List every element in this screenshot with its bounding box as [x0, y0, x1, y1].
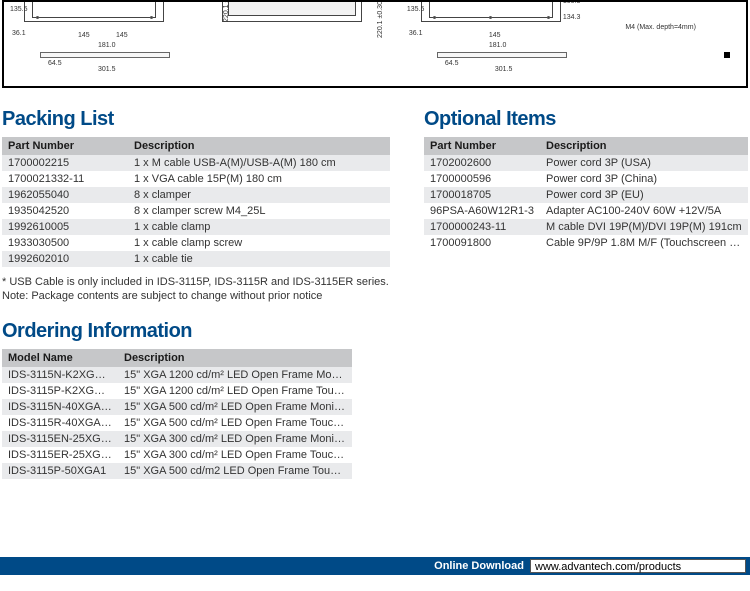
table-cell: 1 x cable clamp screw — [128, 235, 390, 251]
table-cell: 1992602010 — [2, 251, 128, 267]
table-cell: 1935042520 — [2, 203, 128, 219]
table-cell: 1933030500 — [2, 235, 128, 251]
table-cell: 15" XGA 300 cd/m² LED Open Frame Monitor — [118, 431, 352, 447]
table-cell: 1700091800 — [424, 235, 540, 251]
table-row: IDS-3115R-40XGA1E15" XGA 500 cd/m² LED O… — [2, 415, 352, 431]
table-cell: IDS-3115P-K2XGA1E — [2, 383, 118, 399]
table-header: Description — [118, 349, 352, 367]
dim-label: 134.3 — [563, 14, 581, 21]
table-row: 19926100051 x cable clamp — [2, 219, 390, 235]
packing-footnote: Note: Package contents are subject to ch… — [2, 289, 390, 303]
dim-label: 100.3 — [563, 0, 581, 5]
table-cell: 1 x M cable USB-A(M)/USB-A(M) 180 cm — [128, 155, 390, 171]
table-cell: 1700021332-11 — [2, 171, 128, 187]
table-row: 19330305001 x cable clamp screw — [2, 235, 390, 251]
table-row: IDS-3115P-K2XGA1E15" XGA 1200 cd/m² LED … — [2, 383, 352, 399]
dim-label: 181.0 — [98, 42, 116, 49]
table-cell: IDS-3115N-K2XGA1E — [2, 367, 118, 383]
table-cell: IDS-3115EN-25XGA1E — [2, 431, 118, 447]
table-cell: IDS-3115ER-25XGA1E — [2, 447, 118, 463]
footer-url[interactable]: www.advantech.com/products — [530, 559, 746, 573]
table-cell: 1962055040 — [2, 187, 128, 203]
table-cell: 15" XGA 1200 cd/m² LED Open Frame Monito… — [118, 367, 352, 383]
table-header: Model Name — [2, 349, 118, 367]
table-row: 96PSA-A60W12R1-3Adapter AC100-240V 60W +… — [424, 203, 748, 219]
table-cell: IDS-3115P-50XGA1 — [2, 463, 118, 479]
optional-table: Part Number Description 1702002600Power … — [424, 137, 748, 251]
dim-label: 36.1 — [12, 30, 26, 37]
pointer-icon — [724, 52, 730, 58]
table-cell: Power cord 3P (EU) — [540, 187, 748, 203]
dim-label: 301.5 — [98, 66, 116, 73]
table-cell: 1 x cable tie — [128, 251, 390, 267]
table-row: 17000022151 x M cable USB-A(M)/USB-A(M) … — [2, 155, 390, 171]
table-row: 1700000243-11M cable DVI 19P(M)/DVI 19P(… — [424, 219, 748, 235]
dim-label: 301.5 — [495, 66, 513, 73]
table-row: 1700091800Cable 9P/9P 1.8M M/F (Touchscr… — [424, 235, 748, 251]
table-cell: 1700000596 — [424, 171, 540, 187]
table-row: IDS-3115N-40XGA1E15" XGA 500 cd/m² LED O… — [2, 399, 352, 415]
table-cell: 15" XGA 500 cd/m² LED Open Frame Touch M… — [118, 415, 352, 431]
table-cell: M cable DVI 19P(M)/DVI 19P(M) 191cm — [540, 219, 748, 235]
ordering-title: Ordering Information — [2, 320, 390, 343]
dim-label: 135.5 — [407, 6, 425, 13]
table-cell: Power cord 3P (China) — [540, 171, 748, 187]
table-row: IDS-3115EN-25XGA1E15" XGA 300 cd/m² LED … — [2, 431, 352, 447]
dim-label: 145 — [489, 32, 501, 39]
dim-label: 135.5 — [10, 6, 28, 13]
packing-list-title: Packing List — [2, 108, 390, 131]
table-row: 1700021332-111 x VGA cable 15P(M) 180 cm — [2, 171, 390, 187]
table-row: IDS-3115N-K2XGA1E15" XGA 1200 cd/m² LED … — [2, 367, 352, 383]
table-row: 1700000596Power cord 3P (China) — [424, 171, 748, 187]
dim-label: 181.0 — [489, 42, 507, 49]
table-header: Part Number — [424, 137, 540, 155]
table-cell: 15" XGA 300 cd/m² LED Open Frame Touch M… — [118, 447, 352, 463]
table-row: 1700018705Power cord 3P (EU) — [424, 187, 748, 203]
table-cell: 1 x cable clamp — [128, 219, 390, 235]
table-cell: 8 x clamper — [128, 187, 390, 203]
table-row: 19926020101 x cable tie — [2, 251, 390, 267]
table-cell: 15" XGA 500 cd/m2 LED Open Frame Touch M… — [118, 463, 352, 479]
table-cell: IDS-3115R-40XGA1E — [2, 415, 118, 431]
table-cell: Adapter AC100-240V 60W +12V/5A — [540, 203, 748, 219]
table-cell: 96PSA-A60W12R1-3 — [424, 203, 540, 219]
table-row: IDS-3115P-50XGA115" XGA 500 cd/m2 LED Op… — [2, 463, 352, 479]
dim-note: M4 (Max. depth=4mm) — [625, 24, 696, 31]
dim-label: 220.1 ±0.30 — [377, 1, 384, 38]
table-header: Part Number — [2, 137, 128, 155]
table-header: Description — [540, 137, 748, 155]
dim-label: 36.1 — [409, 30, 423, 37]
dim-label: 145 — [116, 32, 128, 39]
footer-bar: Online Download www.advantech.com/produc… — [0, 557, 750, 575]
table-cell: 1992610005 — [2, 219, 128, 235]
table-cell: 1700018705 — [424, 187, 540, 203]
dim-label: 64.5 — [48, 60, 62, 67]
table-cell: 1 x VGA cable 15P(M) 180 cm — [128, 171, 390, 187]
dim-label: 145 — [78, 32, 90, 39]
packing-footnote: * USB Cable is only included in IDS-3115… — [2, 275, 390, 289]
table-cell: 1702002600 — [424, 155, 540, 171]
dim-label: 64.5 — [445, 60, 459, 67]
packing-list-table: Part Number Description 17000022151 x M … — [2, 137, 390, 267]
technical-drawing: 135.5 36.1 145 145 181.0 64.5 301.5 220.… — [2, 0, 748, 88]
table-header: Description — [128, 137, 390, 155]
table-cell: 15" XGA 1200 cd/m² LED Open Frame Touch … — [118, 383, 352, 399]
table-cell: IDS-3115N-40XGA1E — [2, 399, 118, 415]
dim-label: 220.1 ±0.30 — [223, 0, 230, 22]
optional-title: Optional Items — [424, 108, 748, 131]
table-cell: Cable 9P/9P 1.8M M/F (Touchscreen RS-232… — [540, 235, 748, 251]
table-row: 19350425208 x clamper screw M4_25L — [2, 203, 390, 219]
footer-label: Online Download — [434, 560, 524, 572]
table-cell: 8 x clamper screw M4_25L — [128, 203, 390, 219]
ordering-table: Model Name Description IDS-3115N-K2XGA1E… — [2, 349, 352, 479]
table-row: IDS-3115ER-25XGA1E15" XGA 300 cd/m² LED … — [2, 447, 352, 463]
table-cell: Power cord 3P (USA) — [540, 155, 748, 171]
table-row: 1702002600Power cord 3P (USA) — [424, 155, 748, 171]
table-cell: 1700000243-11 — [424, 219, 540, 235]
table-cell: 15" XGA 500 cd/m² LED Open Frame Monitor — [118, 399, 352, 415]
table-cell: 1700002215 — [2, 155, 128, 171]
table-row: 19620550408 x clamper — [2, 187, 390, 203]
